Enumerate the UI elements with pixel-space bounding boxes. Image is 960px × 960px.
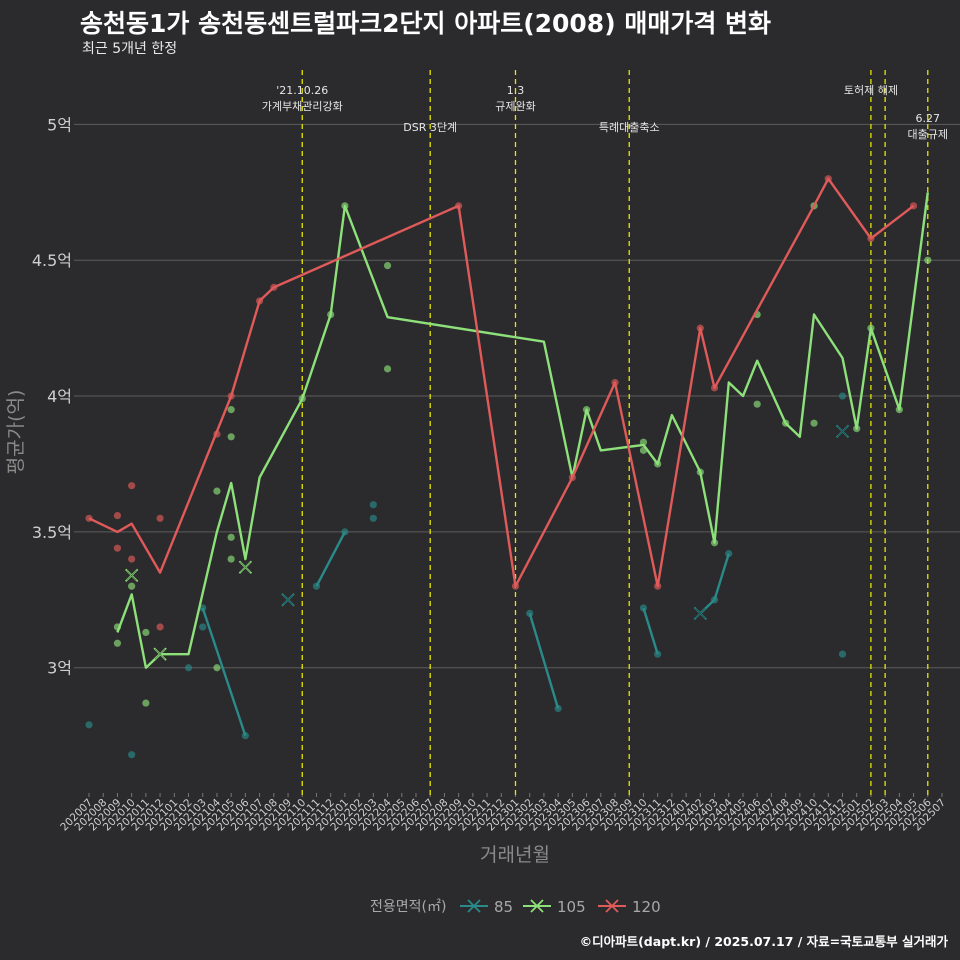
- data-point: [227, 433, 235, 441]
- event-label: 토허제 해제: [844, 83, 898, 97]
- y-tick-label: 5억: [47, 115, 72, 134]
- data-point: [753, 400, 761, 408]
- x-axis-label: 거래년월: [480, 844, 550, 866]
- cross-marker-inner: [240, 561, 251, 573]
- data-point: [142, 628, 150, 637]
- data-point: [184, 664, 193, 672]
- series-line: [315, 531, 346, 587]
- event-label: 규제완화: [495, 100, 535, 113]
- x-tick-labels: 2020072020082020092020102020112020122021…: [58, 793, 948, 833]
- data-point: [383, 365, 392, 373]
- cross-marker-inner: [282, 594, 294, 606]
- series-line: [642, 607, 659, 655]
- series-120: [85, 175, 918, 631]
- series-line: [88, 177, 915, 588]
- cross-marker-inner: [695, 608, 706, 619]
- cross-marker-inner: [837, 426, 848, 437]
- legend-swatch-cross: [530, 899, 544, 913]
- data-point: [924, 256, 932, 264]
- series-105: [113, 192, 932, 707]
- data-point: [213, 664, 221, 672]
- data-point: [213, 487, 221, 495]
- data-point: [85, 721, 93, 729]
- y-tick-labels: 3억 3.5억 4억 4.5억 5억: [32, 115, 72, 677]
- data-point: [227, 555, 235, 563]
- data-point: [369, 514, 377, 522]
- data-point: [113, 511, 122, 520]
- chart-subtitle: 최근 5개년 한정: [82, 41, 178, 57]
- legend-label: 85: [494, 898, 513, 916]
- legend-swatch-cross: [467, 899, 481, 913]
- y-tick-label: 3억: [47, 659, 72, 678]
- data-point: [128, 582, 136, 590]
- series-line: [528, 613, 560, 709]
- event-label: 대출규제: [908, 128, 948, 141]
- event-label: 1.3: [507, 84, 525, 97]
- data-point: [128, 482, 136, 490]
- data-point: [142, 699, 150, 707]
- data-point: [810, 419, 818, 427]
- legend-swatch-cross: [605, 899, 619, 913]
- legend: 전용면적(㎡) 85 105 120: [370, 898, 661, 916]
- event-label: '21.10.26: [276, 84, 328, 97]
- data-point: [156, 623, 164, 631]
- legend-title: 전용면적(㎡): [370, 899, 446, 915]
- data-point: [128, 751, 136, 759]
- y-tick-label: 4.5억: [32, 251, 72, 270]
- event-label: 특례대출축소: [599, 121, 660, 134]
- data-point: [199, 623, 207, 631]
- event-label: DSR 3단계: [403, 121, 457, 134]
- series-layer: [85, 175, 932, 759]
- series-85: [85, 392, 850, 759]
- cross-marker-inner: [126, 570, 137, 581]
- y-tick-label: 3.5억: [32, 523, 72, 542]
- data-point: [838, 650, 847, 658]
- data-point: [113, 544, 122, 552]
- data-point: [369, 501, 377, 509]
- series-line: [699, 553, 730, 615]
- data-point: [227, 406, 235, 414]
- series-line: [201, 607, 247, 737]
- event-label: 가계부채관리강화: [262, 100, 343, 113]
- event-label: 6.27: [916, 112, 941, 125]
- chart-title: 송천동1가 송천동센트럴파크2단지 아파트(2008) 매매가격 변화: [80, 9, 772, 38]
- grid-lines: [74, 123, 960, 669]
- data-point: [838, 392, 847, 400]
- source-caption: ©디아파트(dapt.kr) / 2025.07.17 / 자료=국토교통부 실…: [579, 934, 948, 949]
- series-line: [116, 192, 929, 669]
- data-point: [383, 262, 392, 270]
- cross-marker-inner: [154, 648, 166, 660]
- y-tick-label: 4억: [47, 387, 72, 406]
- legend-label: 105: [557, 898, 586, 916]
- y-axis-label: 평균가(억): [5, 390, 27, 475]
- data-point: [156, 514, 164, 522]
- legend-label: 120: [632, 898, 661, 916]
- data-point: [128, 555, 136, 563]
- data-point: [227, 533, 235, 541]
- data-point: [113, 639, 122, 647]
